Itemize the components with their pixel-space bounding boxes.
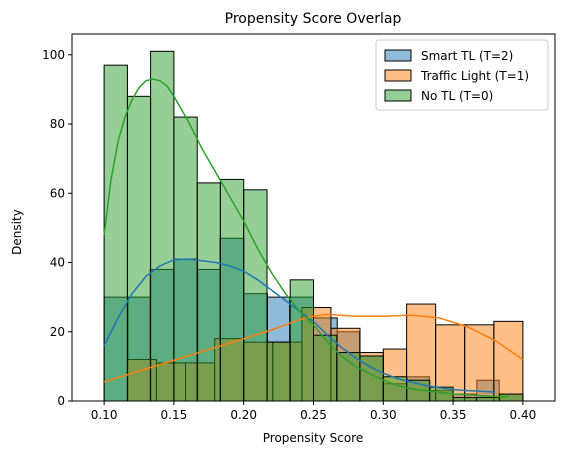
y-tick-label-1: 20	[50, 325, 65, 339]
x-tick-label-0: 0.10	[91, 408, 118, 422]
bar-no-tl-t-0-16	[475, 397, 501, 402]
legend-label-smart-tl-t-2: Smart TL (T=2)	[421, 49, 513, 63]
legend-swatch-no-tl-t-0	[384, 89, 412, 102]
legend-box	[375, 39, 549, 111]
chart-title: Propensity Score Overlap	[225, 11, 402, 27]
x-tick-label-2: 0.20	[230, 408, 257, 422]
y-axis-label: Density	[10, 209, 24, 255]
bar-no-tl-t-0-7	[266, 341, 291, 402]
y-tick-label-4: 80	[50, 117, 65, 131]
legend-label-traffic-light-t-1: Traffic Light (T=1)	[420, 69, 529, 83]
bar-no-tl-t-0-10	[336, 352, 361, 402]
plot-area: 0.10 0.15 0.20 0.25 0.30 0.35 0.40 0 20 40 60 80 100	[42, 33, 556, 422]
legend-swatch-traffic-light-t-1	[384, 69, 412, 82]
y-tick-label-0: 0	[57, 394, 65, 408]
bar-no-tl-t-0-1	[126, 95, 152, 402]
kde-line-no-tl-t-0	[103, 78, 509, 398]
legend: Smart TL (T=2) Traffic Light (T=1) No TL (…	[375, 39, 549, 111]
bar-no-tl-t-0-6	[243, 189, 268, 402]
bar-no-tl-t-0-5	[219, 178, 245, 402]
x-tick-label-3: 0.25	[300, 408, 327, 422]
bar-traffic-light-t-1-13	[464, 324, 495, 402]
legend-label-no-tl-t-0: No TL (T=0)	[421, 89, 493, 103]
x-tick-label-5: 0.35	[440, 408, 467, 422]
y-tick-label-5: 100	[42, 48, 65, 62]
x-tick-label-6: 0.40	[510, 408, 537, 422]
kde-line-traffic-light-t-1	[103, 313, 524, 383]
bar-no-tl-t-0-2	[150, 50, 175, 402]
bar-traffic-light-t-1-14	[493, 320, 524, 402]
x-tick-label-4: 0.30	[370, 408, 397, 422]
bar-no-tl-t-0-17	[499, 393, 524, 402]
bar-no-tl-t-0-9	[313, 334, 338, 402]
legend-swatch-smart-tl-t-2	[384, 49, 412, 62]
bar-no-tl-t-0-4	[196, 182, 221, 402]
x-tick-label-1: 0.15	[161, 408, 188, 422]
y-tick-label-3: 60	[50, 186, 65, 200]
x-axis-label: Propensity Score	[263, 431, 363, 445]
y-tick-label-2: 40	[50, 256, 65, 270]
bar-no-tl-t-0-0	[103, 64, 128, 402]
bar-no-tl-t-0-15	[452, 397, 477, 402]
bar-no-tl-t-0-8	[289, 279, 314, 402]
